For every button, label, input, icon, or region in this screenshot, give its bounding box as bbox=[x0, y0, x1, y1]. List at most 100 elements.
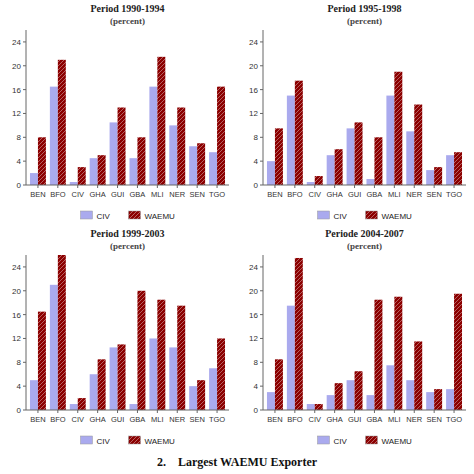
figure: Period 1990-1994(percent)04812162024BENB… bbox=[0, 0, 474, 474]
bar bbox=[129, 404, 137, 410]
bar bbox=[149, 338, 157, 410]
x-tick-label: NER bbox=[169, 415, 185, 424]
bar bbox=[394, 72, 402, 185]
legend-swatch bbox=[81, 436, 93, 444]
bar bbox=[149, 87, 157, 185]
y-tick-label: 0 bbox=[17, 406, 22, 415]
legend-swatch bbox=[318, 436, 330, 444]
bar bbox=[177, 108, 185, 186]
bar bbox=[50, 285, 58, 410]
x-tick-label: TGO bbox=[446, 415, 462, 424]
panel-subtitle: (percent) bbox=[347, 16, 382, 26]
x-tick-label: BFO bbox=[50, 190, 66, 199]
y-tick-label: 12 bbox=[249, 109, 258, 118]
panel-subtitle: (percent) bbox=[110, 16, 145, 26]
legend-label: WAEMU bbox=[382, 212, 413, 221]
x-tick-label: BEN bbox=[267, 190, 282, 199]
x-tick-label: SEN bbox=[426, 415, 441, 424]
bar bbox=[217, 338, 225, 410]
y-tick-label: 20 bbox=[249, 287, 258, 296]
bar bbox=[137, 291, 145, 410]
bar bbox=[426, 170, 434, 185]
bar bbox=[267, 392, 275, 410]
bar bbox=[347, 380, 355, 410]
x-tick-label: GBA bbox=[130, 415, 146, 424]
bar bbox=[98, 359, 106, 410]
y-tick-label: 4 bbox=[17, 382, 22, 391]
bar bbox=[315, 176, 323, 185]
bar bbox=[446, 389, 454, 410]
y-tick-label: 8 bbox=[254, 133, 259, 142]
bar bbox=[90, 158, 98, 185]
legend-swatch bbox=[366, 436, 378, 444]
x-tick-label: BFO bbox=[287, 190, 303, 199]
y-axis bbox=[26, 255, 27, 410]
bar bbox=[38, 312, 46, 410]
bar bbox=[374, 137, 382, 185]
legend: CIV WAEMU bbox=[318, 211, 413, 221]
y-tick-label: 4 bbox=[254, 157, 259, 166]
x-tick-label: TGO bbox=[209, 190, 225, 199]
bar bbox=[287, 96, 295, 185]
bar bbox=[177, 306, 185, 410]
bar bbox=[58, 60, 66, 185]
bar bbox=[454, 294, 462, 410]
bar bbox=[335, 383, 343, 410]
bars bbox=[267, 72, 462, 185]
x-tick-label: BEN bbox=[30, 415, 45, 424]
y-tick-label: 0 bbox=[17, 181, 22, 190]
x-tick-label: CIV bbox=[308, 415, 321, 424]
x-tick-label: BEN bbox=[30, 190, 45, 199]
y-tick-label: 16 bbox=[249, 86, 258, 95]
bar bbox=[295, 81, 303, 185]
legend-swatch bbox=[129, 211, 141, 219]
x-axis bbox=[263, 185, 466, 186]
legend-label: CIV bbox=[334, 212, 348, 221]
bar bbox=[406, 131, 414, 185]
bar bbox=[355, 122, 363, 185]
panel: Period 1995-1998(percent)04812162024BENB… bbox=[249, 3, 466, 221]
bar bbox=[157, 57, 165, 185]
legend-label: CIV bbox=[97, 212, 111, 221]
legend-swatch bbox=[318, 211, 330, 219]
bar bbox=[434, 389, 442, 410]
panel: Period 1990-1994(percent)04812162024BENB… bbox=[12, 3, 229, 221]
bar bbox=[209, 152, 217, 185]
panel-title: Period 1999-2003 bbox=[90, 228, 164, 239]
bar bbox=[98, 155, 106, 185]
y-tick-label: 4 bbox=[17, 157, 22, 166]
bar bbox=[287, 306, 295, 410]
bar bbox=[275, 128, 283, 185]
x-axis bbox=[26, 410, 229, 411]
bar bbox=[169, 125, 177, 185]
panel: Periode 2004-2007(percent)04812162024BEN… bbox=[249, 228, 466, 446]
panel-subtitle: (percent) bbox=[110, 241, 145, 251]
x-tick-label: MLI bbox=[388, 415, 401, 424]
legend-label: CIV bbox=[97, 437, 111, 446]
y-tick-label: 12 bbox=[249, 334, 258, 343]
bar bbox=[347, 128, 355, 185]
x-tick-label: TGO bbox=[446, 190, 462, 199]
y-tick-label: 24 bbox=[12, 38, 21, 47]
bar bbox=[414, 341, 422, 410]
bar bbox=[355, 371, 363, 410]
footer: 2. Largest WAEMU Exporter bbox=[157, 455, 318, 469]
y-axis bbox=[263, 255, 264, 410]
bar bbox=[454, 152, 462, 185]
bar bbox=[366, 179, 374, 185]
x-tick-label: GUI bbox=[348, 415, 361, 424]
x-tick-label: CIV bbox=[71, 190, 84, 199]
y-tick-label: 0 bbox=[254, 406, 259, 415]
x-tick-label: GHA bbox=[327, 190, 343, 199]
bar bbox=[267, 161, 275, 185]
legend-swatch bbox=[129, 436, 141, 444]
x-tick-label: GBA bbox=[367, 415, 383, 424]
bars bbox=[30, 57, 225, 185]
legend-label: WAEMU bbox=[145, 437, 176, 446]
bar bbox=[197, 143, 205, 185]
bar bbox=[50, 87, 58, 185]
bar bbox=[446, 155, 454, 185]
bar bbox=[78, 398, 86, 410]
bar bbox=[157, 300, 165, 410]
bar bbox=[137, 137, 145, 185]
